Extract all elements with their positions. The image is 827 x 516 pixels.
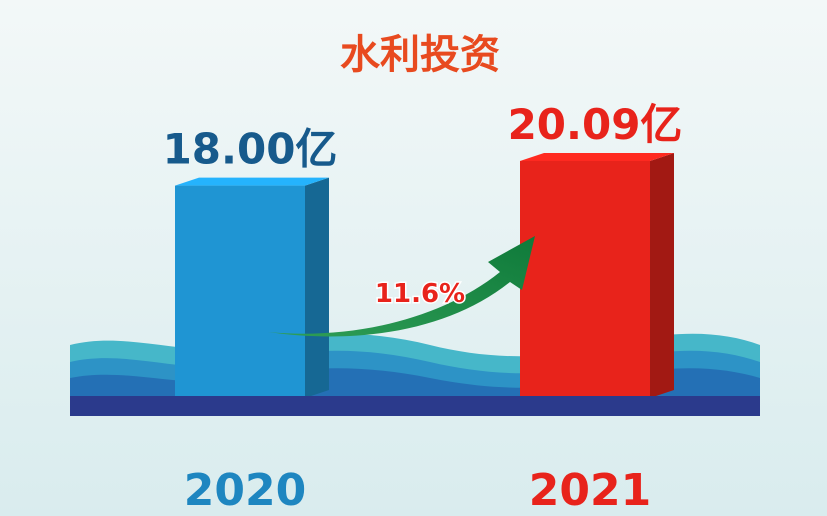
- bar-side: [305, 177, 329, 398]
- bar: [520, 160, 650, 398]
- base-band: [70, 396, 760, 416]
- x-tick-label: 2021: [529, 465, 651, 516]
- bar-top: [520, 152, 674, 161]
- x-tick-label: 2020: [184, 465, 306, 516]
- value-label: 18.00亿: [163, 125, 338, 174]
- value-label: 20.09亿: [508, 100, 683, 149]
- bar-side: [650, 152, 674, 398]
- annotation: 11.6%: [375, 279, 465, 309]
- bar: [175, 185, 305, 398]
- chart-title: 水利投资: [340, 32, 500, 78]
- growth-arrow: [268, 236, 535, 337]
- bar-top: [175, 177, 329, 186]
